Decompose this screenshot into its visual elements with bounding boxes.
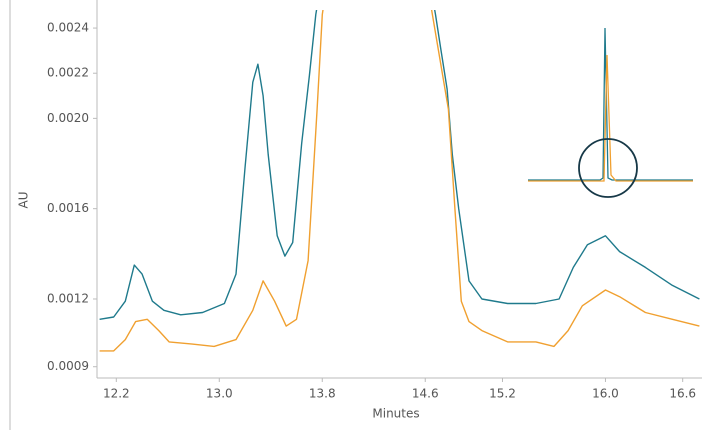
inset [528, 27, 693, 198]
plot-area [99, 10, 700, 352]
y-tick-label: 0.0022 [47, 66, 89, 80]
y-tick-label: 0.0016 [47, 201, 89, 215]
x-tick-label: 16.6 [669, 387, 696, 401]
x-tick-label: 14.6 [412, 387, 439, 401]
y-tick-label: 0.0009 [47, 359, 89, 373]
x-tick-label: 13.0 [206, 387, 233, 401]
inset-line [528, 54, 693, 182]
y-tick-label: 0.0012 [47, 291, 89, 305]
inset-circle [578, 138, 638, 198]
inset-line [528, 27, 693, 181]
x-tick-label: 13.8 [309, 387, 336, 401]
series-line [99, 10, 700, 352]
y-axis-label: AU [17, 192, 31, 209]
x-tick-label: 16.0 [592, 387, 619, 401]
x-axis-label: Minutes [372, 407, 419, 421]
y-tick-label: 0.0024 [47, 21, 89, 35]
x-tick-label: 15.2 [489, 387, 516, 401]
x-tick-label: 12.2 [103, 387, 130, 401]
y-tick-label: 0.0020 [47, 111, 89, 125]
series-line [99, 10, 700, 320]
